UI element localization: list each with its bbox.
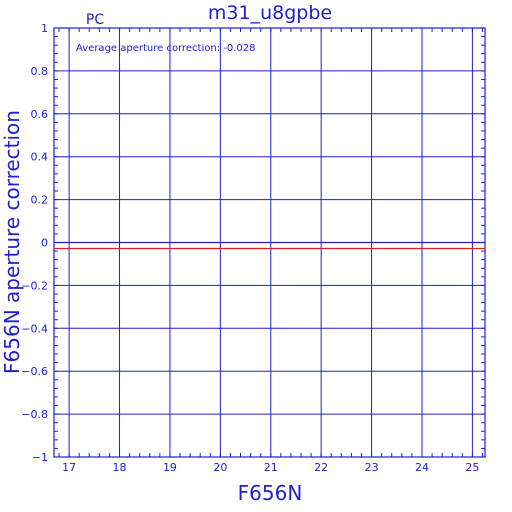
x-tick-label: 23 [365,461,379,474]
y-tick-label: 0.6 [31,108,49,121]
x-tick-label: 20 [213,461,227,474]
y-tick-label: −0.6 [21,365,48,378]
x-tick-label: 17 [62,461,76,474]
reference-lines [54,241,485,250]
y-tick-label: −0.4 [21,322,48,335]
y-tick-label: −0.8 [21,408,48,421]
minor-ticks [54,27,485,458]
x-tick-labels: 17 18 19 20 21 22 23 24 25 [62,461,479,474]
y-tick-label: 1 [41,22,48,35]
y-tick-label: 0.2 [31,194,49,207]
x-tick-label: 25 [465,461,479,474]
y-tick-label: 0 [41,237,48,250]
chart-title: m31_u8gpbe [208,2,332,24]
x-tick-label: 22 [314,461,328,474]
x-tick-label: 19 [163,461,177,474]
y-tick-label: 0.4 [31,151,49,164]
x-tick-label: 21 [264,461,278,474]
x-tick-label: 18 [113,461,127,474]
y-tick-label: 0.8 [31,65,49,78]
corner-label: PC [86,12,104,28]
x-axis-label: F656N [238,481,303,505]
y-tick-label: −0.2 [21,279,48,292]
y-tick-label: −1 [32,451,48,464]
average-correction-annotation: Average aperture correction: -0.028 [76,43,256,54]
x-tick-label: 24 [415,461,429,474]
y-axis-label: F656N aperture correction [0,110,24,374]
y-tick-labels: −1 −0.8 −0.6 −0.4 −0.2 0 0.2 0.4 0.6 0.8 1 [21,22,48,464]
